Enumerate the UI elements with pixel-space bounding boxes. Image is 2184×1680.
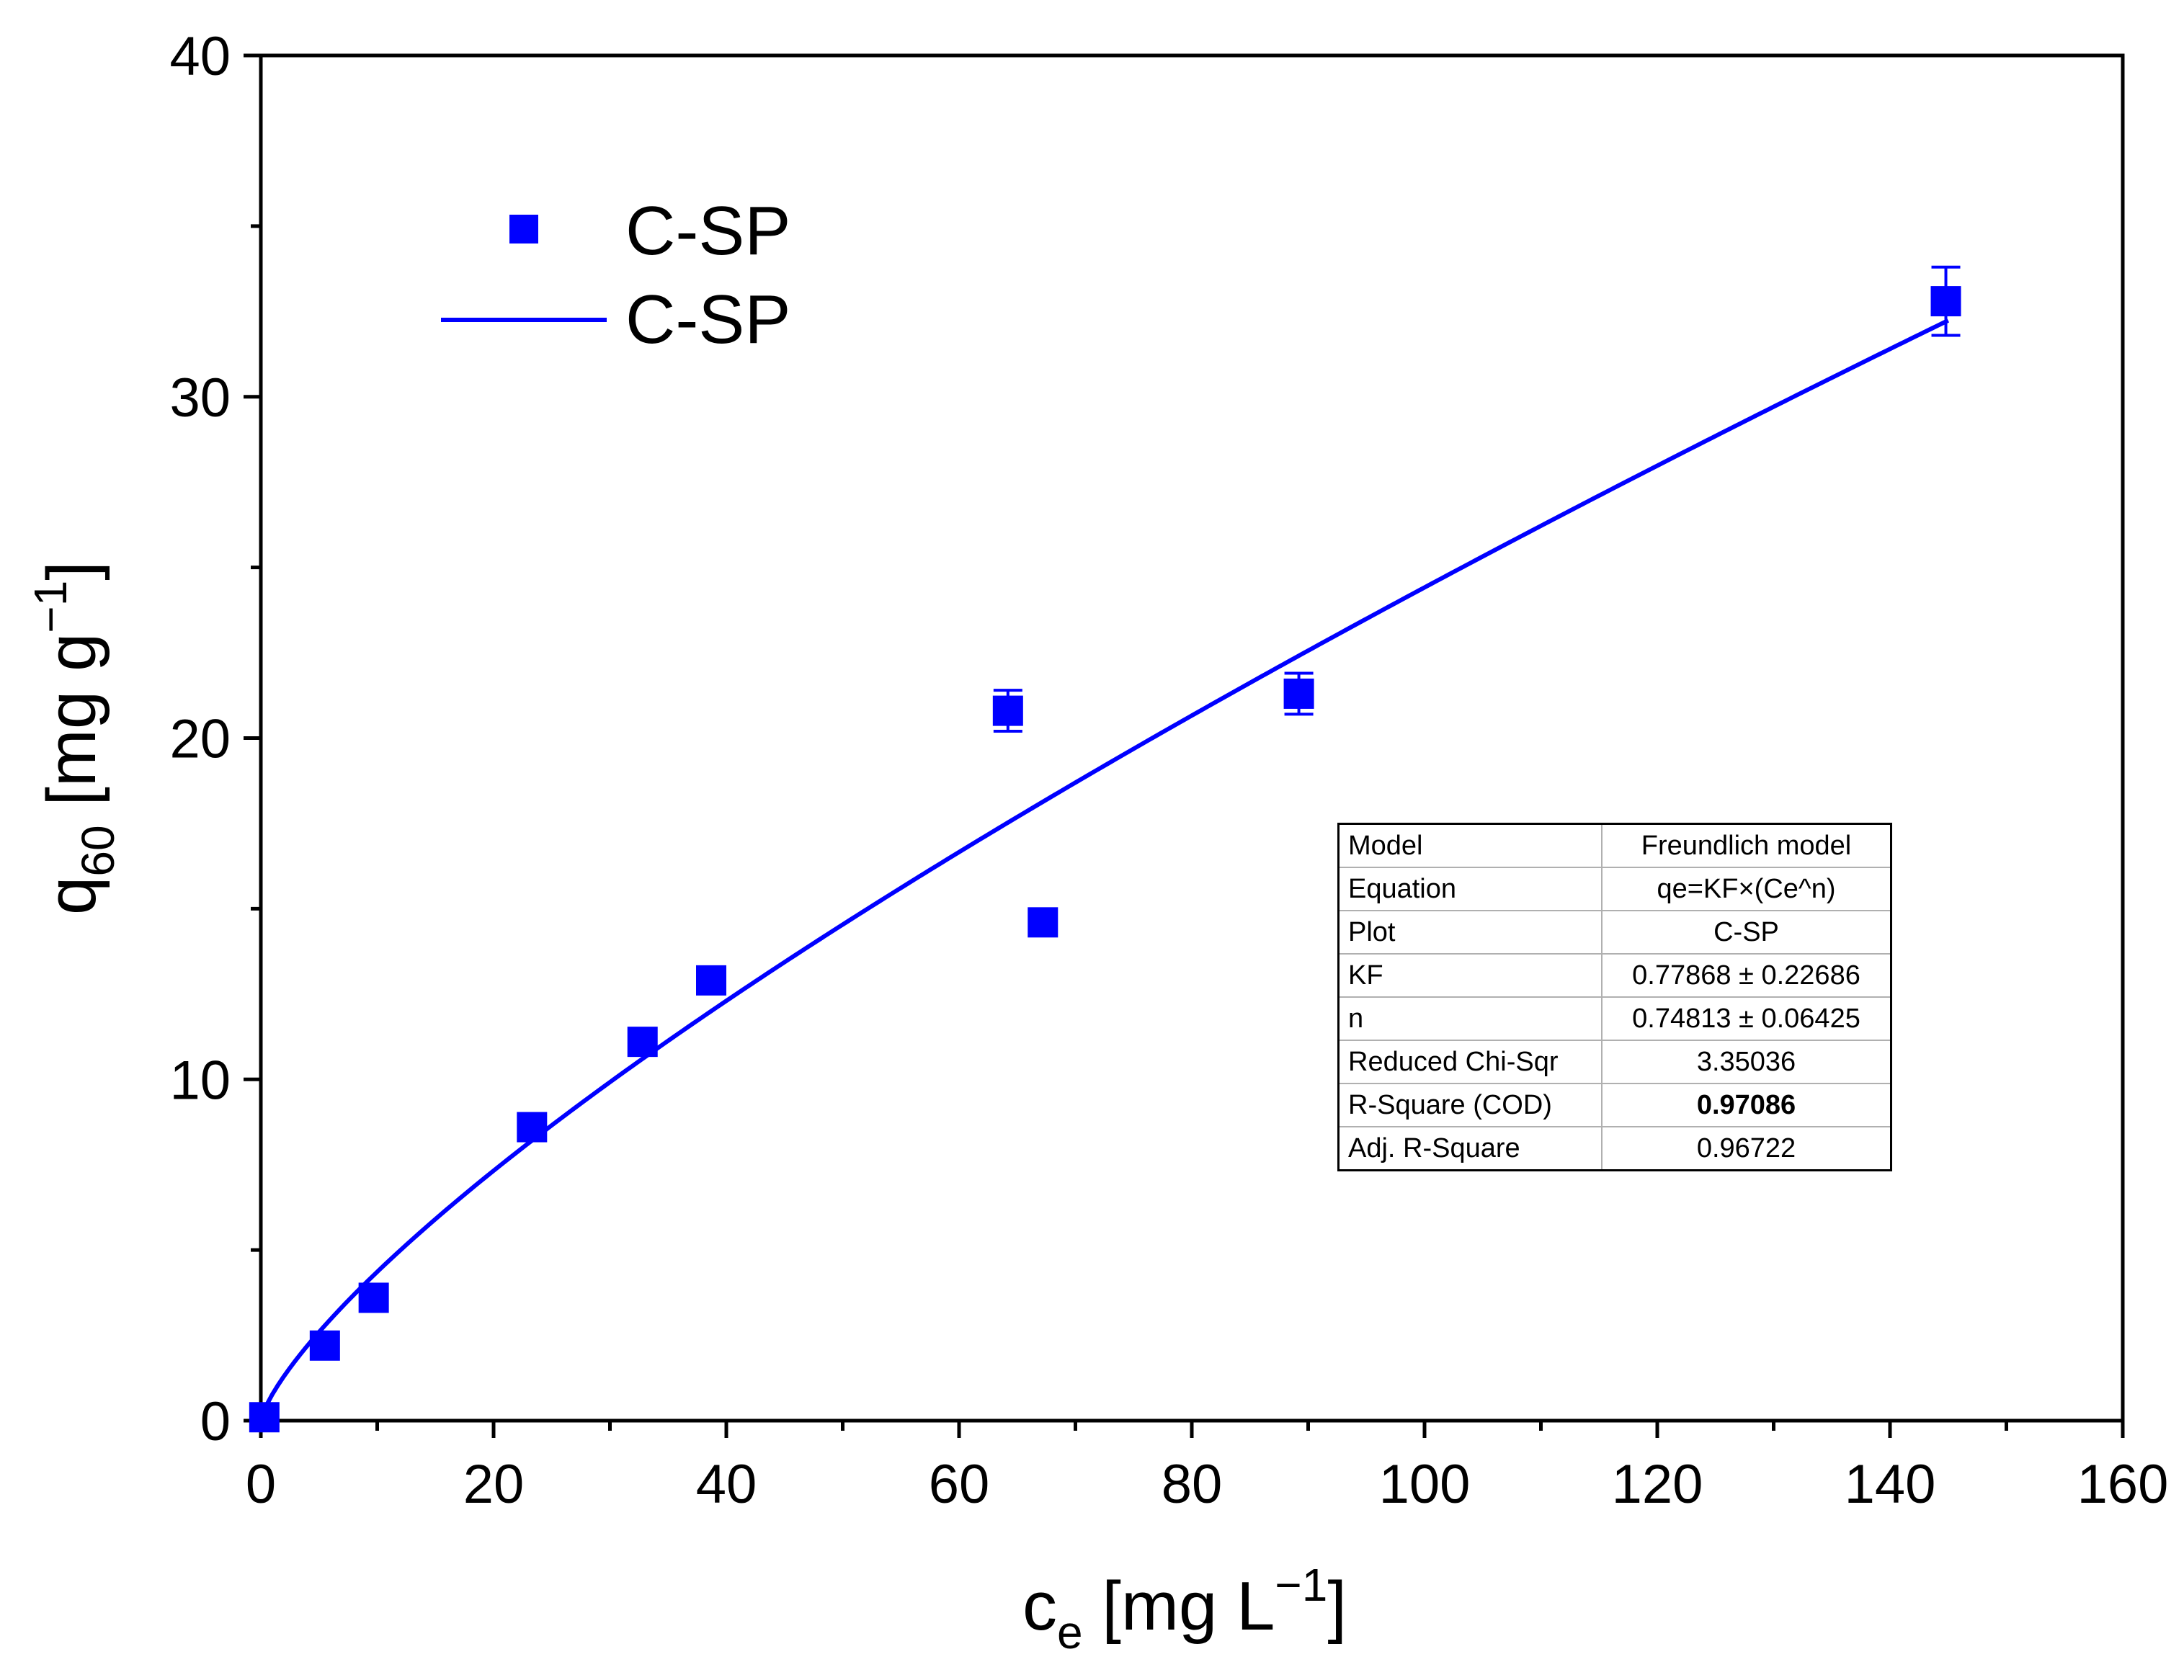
stats-value: 0.96722 bbox=[1601, 1126, 1892, 1171]
data-point bbox=[696, 965, 727, 996]
fit-statistics-table: Model Freundlich model Equation qe=KF×(Ce^n… bbox=[1337, 823, 1892, 1171]
y-tick-label: 10 bbox=[169, 1050, 231, 1111]
data-point bbox=[992, 695, 1023, 726]
stats-value: 0.97086 bbox=[1601, 1083, 1892, 1127]
x-tick-label: 160 bbox=[2077, 1454, 2169, 1515]
x-tick-label: 100 bbox=[1379, 1454, 1471, 1515]
data-point bbox=[517, 1112, 548, 1143]
y-tick-label: 40 bbox=[169, 26, 231, 87]
stats-value: Freundlich model bbox=[1601, 823, 1892, 868]
stats-param: Equation bbox=[1337, 867, 1603, 911]
data-point bbox=[358, 1282, 389, 1313]
stats-param: Adj. R-Square bbox=[1337, 1126, 1603, 1171]
data-point bbox=[627, 1027, 658, 1058]
stats-row: Adj. R-Square 0.96722 bbox=[1337, 1126, 1892, 1171]
x-tick-label: 20 bbox=[463, 1454, 525, 1515]
stats-param: Plot bbox=[1337, 910, 1603, 955]
stats-row: R-Square (COD) 0.97086 bbox=[1337, 1083, 1892, 1127]
stats-row: Model Freundlich model bbox=[1337, 823, 1892, 868]
y-tick-label: 20 bbox=[169, 709, 231, 770]
y-tick-label: 30 bbox=[169, 367, 231, 429]
x-axis-title: ce [mg L−1] bbox=[1022, 1559, 1347, 1658]
legend: C-SP C-SP bbox=[441, 192, 790, 358]
legend-label-fit: C-SP bbox=[625, 281, 790, 358]
x-tick-label: 60 bbox=[929, 1454, 990, 1515]
x-tick-label: 0 bbox=[246, 1454, 276, 1515]
x-tick-label: 80 bbox=[1162, 1454, 1223, 1515]
legend-marker bbox=[509, 215, 538, 243]
stats-value: 0.77868 ± 0.22686 bbox=[1601, 953, 1892, 998]
stats-param: Reduced Chi-Sqr bbox=[1337, 1040, 1603, 1084]
stats-param: R-Square (COD) bbox=[1337, 1083, 1603, 1127]
data-point bbox=[1028, 907, 1058, 938]
stats-row: n 0.74813 ± 0.06425 bbox=[1337, 996, 1892, 1041]
stats-row: Plot C-SP bbox=[1337, 910, 1892, 955]
x-tick-label: 140 bbox=[1845, 1454, 1936, 1515]
data-point bbox=[249, 1402, 280, 1433]
stats-value: 0.74813 ± 0.06425 bbox=[1601, 996, 1892, 1041]
plot-frame bbox=[259, 53, 2125, 1423]
legend-label-scatter: C-SP bbox=[625, 192, 790, 269]
data-point bbox=[309, 1330, 340, 1361]
stats-value: qe=KF×(Ce^n) bbox=[1601, 867, 1892, 911]
stats-row: KF 0.77868 ± 0.22686 bbox=[1337, 953, 1892, 998]
data-point bbox=[1283, 678, 1314, 709]
stats-value: 3.35036 bbox=[1601, 1040, 1892, 1084]
stats-row: Equation qe=KF×(Ce^n) bbox=[1337, 867, 1892, 911]
stats-value: C-SP bbox=[1601, 910, 1892, 955]
stats-param: KF bbox=[1337, 953, 1603, 998]
x-tick-label: 40 bbox=[696, 1454, 757, 1515]
stats-row: Reduced Chi-Sqr 3.35036 bbox=[1337, 1040, 1892, 1084]
y-tick-label: 0 bbox=[200, 1391, 231, 1452]
y-axis-title: q60 [mg g−1] bbox=[24, 561, 124, 915]
stats-param: n bbox=[1337, 996, 1603, 1041]
data-point bbox=[1930, 286, 1961, 317]
stats-param: Model bbox=[1337, 823, 1603, 868]
x-tick-label: 120 bbox=[1612, 1454, 1703, 1515]
